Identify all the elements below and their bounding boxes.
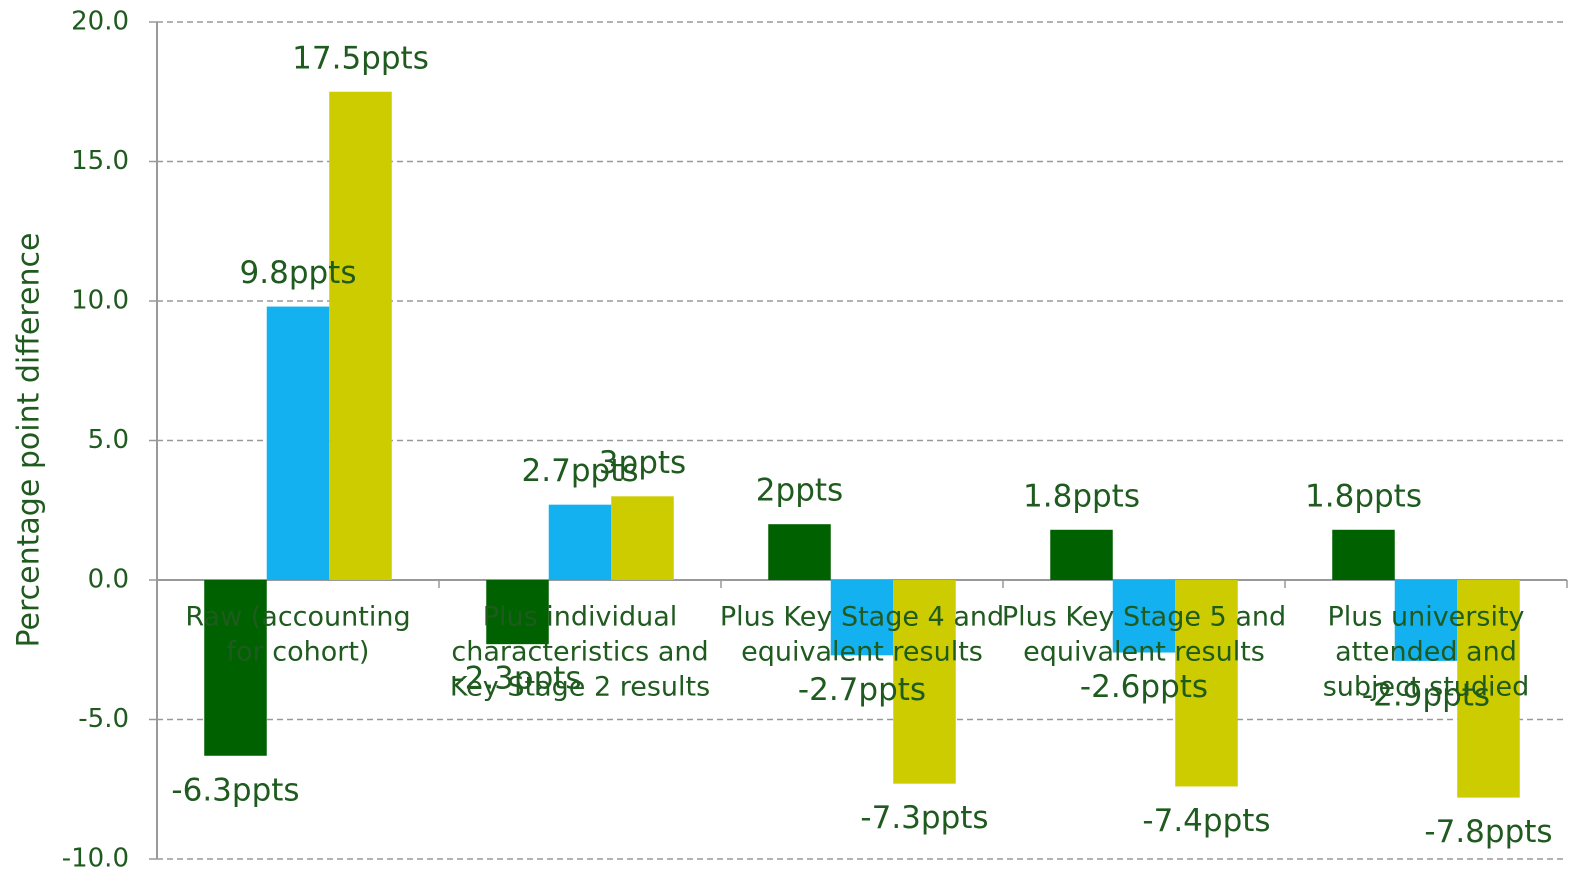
x-tick-label: subject studied (1323, 672, 1530, 703)
data-label: 2ppts (756, 473, 843, 509)
data-label: -7.4ppts (1142, 803, 1270, 839)
bar (1112, 580, 1176, 653)
x-tick-label: Key Stage 2 results (450, 672, 710, 703)
x-tick-label: equivalent results (741, 637, 983, 668)
bar (611, 496, 674, 580)
y-tick-label: 15.0 (71, 146, 129, 176)
x-tick-label: characteristics and (451, 637, 708, 668)
data-label: -2.7ppts (798, 672, 926, 708)
y-tick-label: -10.0 (62, 844, 129, 874)
bar (204, 580, 267, 756)
data-label: 1.8ppts (1023, 478, 1140, 514)
x-tick-label: Plus university (1327, 602, 1524, 633)
bar (486, 580, 549, 645)
x-tick-label: Raw (accounting (185, 602, 410, 633)
data-label: 2.7ppts (522, 453, 639, 489)
x-tick-label: for cohort) (227, 637, 370, 668)
x-tick-label: equivalent results (1023, 637, 1265, 668)
data-label: -7.3ppts (860, 800, 988, 836)
bar (329, 91, 392, 580)
y-tick-label: 5.0 (88, 425, 129, 455)
y-tick-label: 0.0 (88, 565, 129, 595)
x-tick-label: Plus Key Stage 4 and (720, 602, 1004, 633)
bar (830, 580, 894, 656)
bar (1394, 580, 1458, 661)
bar (266, 306, 330, 580)
bar (768, 524, 831, 580)
data-label: -7.8ppts (1424, 814, 1552, 850)
y-tick-label: 10.0 (71, 286, 129, 316)
x-tick-label: attended and (1335, 637, 1517, 668)
y-tick-label: 20.0 (71, 7, 129, 37)
data-label: 1.8ppts (1305, 478, 1422, 514)
y-tick-label: -5.0 (78, 704, 129, 734)
data-label: 17.5ppts (292, 40, 429, 76)
data-label: 3ppts (599, 445, 686, 481)
bar (1175, 580, 1238, 787)
bar (893, 580, 956, 784)
bar (1457, 580, 1520, 798)
y-axis-title: Percentage point difference (12, 233, 47, 648)
x-tick-label: Plus individual (483, 602, 678, 633)
data-label: 9.8ppts (240, 255, 357, 291)
x-tick-label: Plus Key Stage 5 and (1002, 602, 1286, 633)
bar (1332, 529, 1395, 580)
bar (1050, 529, 1113, 580)
data-label: -6.3ppts (171, 772, 299, 808)
data-label: -2.6ppts (1080, 669, 1208, 705)
data-label: -2.9ppts (1362, 677, 1490, 713)
bar (548, 504, 612, 580)
data-label: -2.3ppts (453, 661, 581, 697)
